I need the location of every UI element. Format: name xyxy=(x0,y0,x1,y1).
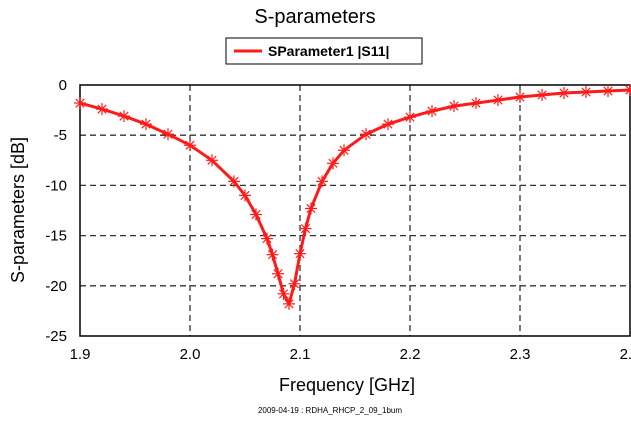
y-axis-label: S-parameters [dB] xyxy=(8,137,28,283)
data-point xyxy=(277,287,290,300)
data-point xyxy=(470,97,482,110)
y-tick-label: -5 xyxy=(54,127,67,144)
data-point xyxy=(327,157,339,170)
data-point xyxy=(261,232,273,245)
x-tick-label: 2.0 xyxy=(180,346,201,363)
x-tick-label: 2.3 xyxy=(510,346,531,363)
data-point xyxy=(426,105,438,118)
series-s11 xyxy=(74,84,631,310)
x-axis-label: Frequency [GHz] xyxy=(279,375,415,395)
data-point xyxy=(272,267,284,280)
data-point xyxy=(239,189,251,202)
x-tick-labels: 1.9 2.0 2.1 2.2 2.3 2.4 xyxy=(70,346,631,363)
data-point xyxy=(338,144,350,157)
data-point xyxy=(558,87,570,100)
data-point xyxy=(360,128,372,141)
chart-title: S-parameters xyxy=(254,6,375,28)
data-point xyxy=(299,222,312,235)
y-tick-label: -20 xyxy=(45,278,67,295)
data-point xyxy=(118,110,130,123)
data-point xyxy=(514,91,526,104)
data-point xyxy=(294,247,306,260)
data-point xyxy=(536,89,548,102)
y-tick-label: -25 xyxy=(45,328,67,345)
legend: SParameter1 |S11| xyxy=(225,37,423,65)
x-tick-label: 1.9 xyxy=(70,346,91,363)
data-point xyxy=(283,297,295,310)
data-point xyxy=(162,128,174,141)
legend-label-s11: SParameter1 |S11| xyxy=(268,43,389,59)
y-tick-label: -15 xyxy=(45,228,67,245)
data-point xyxy=(448,100,460,113)
plot-frame xyxy=(79,84,631,337)
data-point xyxy=(382,118,394,131)
y-tick-label: -10 xyxy=(45,177,67,194)
data-point xyxy=(624,84,631,97)
x-tick-label: 2.4 xyxy=(620,346,631,363)
data-point xyxy=(206,154,218,167)
series-line xyxy=(78,88,631,306)
data-point xyxy=(602,85,614,98)
y-tick-labels: 0 -5 -10 -15 -20 -25 xyxy=(45,77,67,345)
data-point xyxy=(404,111,416,124)
grid xyxy=(80,85,630,336)
data-point xyxy=(316,175,328,188)
data-point xyxy=(184,139,196,152)
data-point xyxy=(305,202,317,215)
y-tick-label: 0 xyxy=(59,77,67,94)
data-point xyxy=(96,103,108,116)
data-point xyxy=(228,175,240,188)
data-point xyxy=(250,208,262,221)
x-tick-label: 2.1 xyxy=(290,346,311,363)
data-point xyxy=(140,118,152,131)
data-point xyxy=(492,94,504,107)
data-point xyxy=(74,97,86,110)
data-point xyxy=(288,277,301,290)
footer-caption: 2009-04-19 : RDHA_RHCP_2_09_1bum xyxy=(258,406,402,415)
data-point xyxy=(266,248,279,261)
data-point xyxy=(580,86,592,99)
x-tick-label: 2.2 xyxy=(400,346,421,363)
